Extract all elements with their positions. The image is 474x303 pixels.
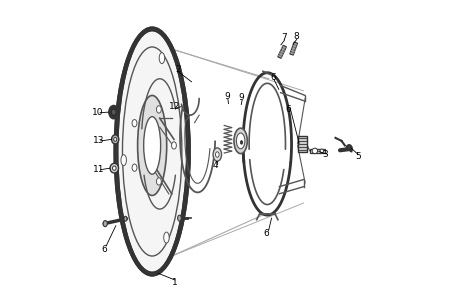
Text: 10: 10 [92,108,103,117]
Ellipse shape [111,109,116,115]
Text: 4: 4 [213,161,219,170]
Ellipse shape [237,133,245,149]
Text: 6: 6 [101,245,107,254]
Ellipse shape [103,221,107,227]
Text: 6: 6 [264,229,270,238]
Ellipse shape [312,148,318,154]
Ellipse shape [132,164,137,171]
Ellipse shape [112,166,116,170]
Text: 2: 2 [175,65,181,74]
Text: 11: 11 [92,165,104,174]
Bar [298,136,307,152]
Text: 9: 9 [239,93,245,102]
Ellipse shape [116,29,188,274]
Ellipse shape [156,106,161,113]
Bar [310,149,325,153]
Ellipse shape [121,155,127,166]
Text: 7: 7 [281,33,287,42]
Text: 6: 6 [270,73,275,82]
Ellipse shape [159,53,164,64]
Ellipse shape [109,105,118,119]
Ellipse shape [132,120,137,127]
Ellipse shape [118,31,186,272]
Text: 6: 6 [286,105,292,114]
Ellipse shape [234,128,247,154]
Text: 1: 1 [172,278,178,287]
Text: 3: 3 [322,150,328,159]
Ellipse shape [164,232,169,243]
Ellipse shape [213,148,221,161]
Ellipse shape [124,216,127,221]
Text: 12: 12 [169,102,181,111]
Ellipse shape [320,149,324,153]
Polygon shape [278,45,286,58]
Ellipse shape [110,163,118,173]
Text: 5: 5 [356,152,361,161]
Ellipse shape [178,215,181,221]
Ellipse shape [172,142,176,149]
Ellipse shape [216,152,219,157]
Polygon shape [290,42,298,55]
Ellipse shape [240,141,243,144]
Ellipse shape [114,138,117,141]
Ellipse shape [144,117,161,174]
Text: 9: 9 [224,92,230,102]
Text: 8: 8 [293,32,299,42]
Text: 13: 13 [92,136,104,145]
Ellipse shape [137,95,167,195]
Ellipse shape [156,178,161,185]
Ellipse shape [111,135,119,144]
